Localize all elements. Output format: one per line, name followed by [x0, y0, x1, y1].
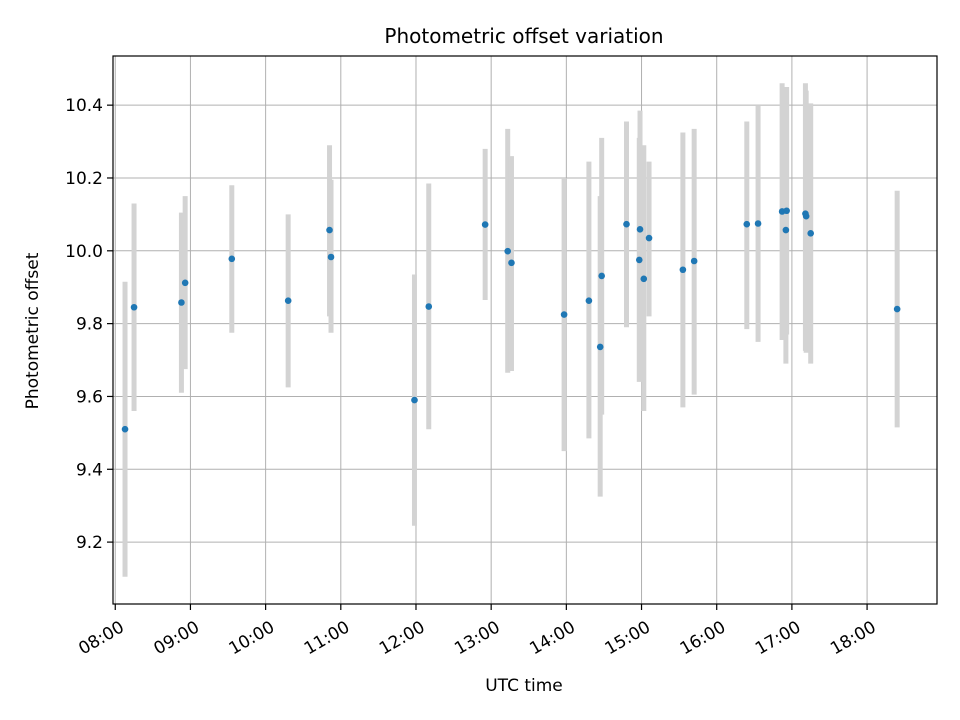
y-tick-label: 10.4 — [65, 96, 103, 116]
data-point — [585, 297, 593, 304]
data-point — [807, 230, 814, 237]
data-point — [645, 234, 653, 242]
data-point — [504, 247, 512, 255]
data-point — [636, 226, 644, 233]
plot-frame — [112, 55, 938, 605]
data-point — [743, 220, 751, 228]
y-tick-label: 10.0 — [65, 242, 103, 262]
data-point — [635, 256, 643, 264]
data-point — [411, 396, 418, 404]
data-point — [121, 425, 129, 433]
data-point — [326, 226, 333, 234]
data-point — [228, 255, 236, 263]
data-point — [130, 303, 138, 311]
y-tick-label: 9.4 — [76, 460, 103, 480]
y-axis-ticks: 9.2 9.4 9.6 9.8 10.0 10.2 10.4 — [65, 96, 113, 553]
x-axis-label: UTC time — [485, 676, 563, 696]
data-point — [754, 220, 762, 227]
data-points — [121, 207, 901, 433]
data-point — [802, 212, 810, 220]
data-point — [640, 275, 648, 283]
data-point — [425, 303, 433, 310]
data-point — [508, 259, 515, 267]
data-point — [690, 257, 698, 265]
data-point — [623, 220, 630, 228]
y-tick-label: 9.2 — [76, 533, 103, 553]
y-tick-label: 10.2 — [65, 169, 103, 189]
data-point — [481, 221, 489, 228]
data-point — [560, 311, 568, 318]
data-point — [181, 279, 189, 287]
y-tick-label: 9.6 — [76, 387, 103, 407]
data-point — [327, 253, 335, 261]
data-point — [598, 272, 605, 280]
data-point — [284, 297, 292, 304]
data-point — [782, 226, 790, 234]
y-axis-label: Photometric offset — [23, 252, 43, 409]
data-point — [893, 305, 901, 313]
data-point — [178, 299, 185, 306]
grid — [113, 56, 937, 604]
y-tick-label: 9.8 — [76, 315, 103, 335]
data-point — [679, 266, 687, 274]
chart-title: Photometric offset variation — [384, 24, 663, 48]
data-point — [596, 343, 604, 351]
data-point — [783, 207, 790, 215]
